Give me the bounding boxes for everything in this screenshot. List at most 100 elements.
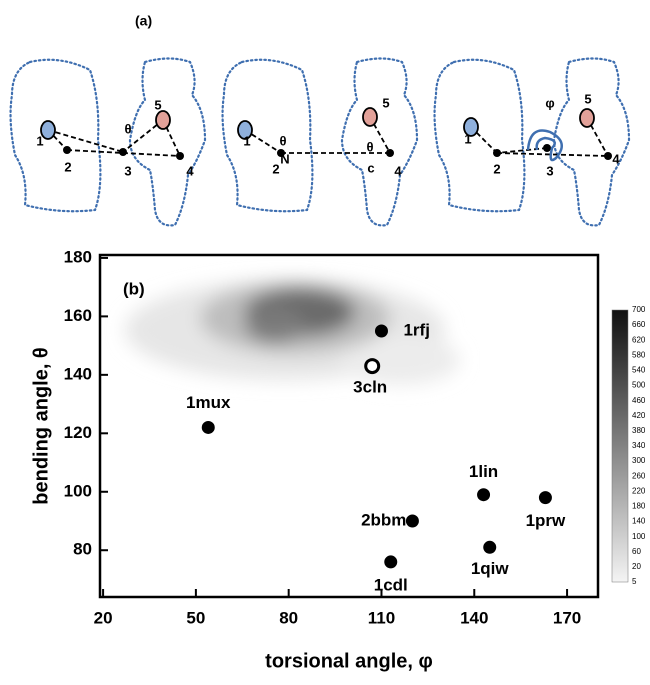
point-label: 2bbm <box>361 510 406 529</box>
point <box>364 358 381 375</box>
twist-loop <box>526 129 563 162</box>
dashed-bond <box>47 129 124 153</box>
node-label: 4 <box>186 163 194 178</box>
dashed-bond <box>496 152 609 157</box>
colorbar-label: 340 <box>632 441 646 450</box>
node-label: 2 <box>64 159 71 174</box>
colorbar-label: 20 <box>632 562 641 571</box>
x-tick-label: 80 <box>279 608 298 627</box>
dashed-bond <box>586 117 609 157</box>
outline <box>340 57 419 227</box>
colorbar-label: 460 <box>632 396 646 405</box>
node-label: 3 <box>546 163 553 178</box>
outline <box>9 58 102 213</box>
colorbar-label: 180 <box>632 502 646 511</box>
node-label: θ <box>279 133 286 148</box>
colorbar-label: 620 <box>632 335 646 344</box>
colorbar-label: 5 <box>632 577 637 586</box>
node-label: N <box>280 151 289 166</box>
point-label: 1rfj <box>403 320 429 339</box>
point <box>477 488 491 502</box>
colorbar-label: 140 <box>632 517 646 526</box>
x-tick-label: 170 <box>553 608 581 627</box>
x-tick-label: 20 <box>94 608 113 627</box>
node <box>386 149 394 157</box>
density-map <box>125 280 460 385</box>
domain-blue <box>237 120 253 140</box>
colorbar-label: 300 <box>632 456 646 465</box>
node <box>277 149 285 157</box>
point <box>483 540 497 554</box>
point <box>384 555 398 569</box>
node <box>543 144 551 152</box>
point-label: 1qiw <box>471 559 510 578</box>
point <box>201 420 215 434</box>
y-axis-label: bending angle, θ <box>30 347 52 504</box>
node-label: 2 <box>272 161 279 176</box>
colorbar-label: 220 <box>632 486 646 495</box>
node-label: 5 <box>154 97 161 112</box>
node-label: 1 <box>464 131 471 146</box>
point-label: 1lin <box>469 462 498 481</box>
x-tick-label: 50 <box>186 608 205 627</box>
colorbar-label: 660 <box>632 320 646 329</box>
dashed-bond <box>162 119 181 157</box>
outline <box>552 57 631 227</box>
node-label: θ <box>124 121 131 136</box>
colorbar-label: 500 <box>632 381 646 390</box>
diagram: 1 2 3 4 5 φ <box>433 57 631 227</box>
point-label: 1mux <box>186 393 231 412</box>
panel-label: (a) <box>135 13 152 29</box>
x-tick-label: 110 <box>368 608 395 627</box>
colorbar <box>611 309 629 583</box>
node <box>119 148 127 156</box>
x-axis-label: torsional angle, φ <box>265 650 433 672</box>
x-tick-label: 140 <box>460 608 488 627</box>
point <box>405 514 419 528</box>
y-tick-label: 120 <box>64 423 92 442</box>
node <box>63 146 71 154</box>
node <box>176 152 184 160</box>
y-tick-label: 140 <box>64 364 92 383</box>
domain-blue <box>40 120 56 140</box>
colorbar-label: 260 <box>632 471 646 480</box>
colorbar-label: 540 <box>632 366 646 375</box>
node-label: θ <box>366 139 373 154</box>
node-label: 1 <box>243 133 250 148</box>
domain-pink <box>362 107 378 127</box>
dashed-bond <box>470 126 498 154</box>
outline <box>128 57 207 227</box>
outline <box>433 58 526 213</box>
outline <box>221 58 314 213</box>
y-tick-label: 100 <box>64 481 92 500</box>
node-label: 5 <box>382 95 389 110</box>
domain-pink <box>155 110 171 130</box>
dashed-bond <box>369 116 391 154</box>
node-label: c <box>367 160 374 175</box>
colorbar-label: 380 <box>632 426 646 435</box>
node-label: 5 <box>584 91 591 106</box>
point <box>374 324 388 338</box>
colorbar-label: 100 <box>632 532 646 541</box>
plot-frame <box>98 253 600 599</box>
point <box>538 491 552 505</box>
panel-label: (b) <box>123 279 145 298</box>
node-label: 3 <box>124 163 131 178</box>
domain-blue <box>463 117 479 137</box>
node-label: φ <box>545 95 554 110</box>
node-label: 2 <box>493 161 500 176</box>
dashed-bond <box>496 147 548 154</box>
colorbar-label: 580 <box>632 350 646 359</box>
node-label: 4 <box>394 163 402 178</box>
node-label: 4 <box>612 151 620 166</box>
y-tick-label: 80 <box>73 540 92 559</box>
y-tick-label: 180 <box>64 247 92 266</box>
colorbar-label: 420 <box>632 411 646 420</box>
point-label: 1prw <box>526 511 566 530</box>
node-label: 1 <box>36 133 43 148</box>
colorbar-label: 60 <box>632 547 641 556</box>
node <box>604 152 612 160</box>
point-label: 1cdl <box>374 575 408 594</box>
